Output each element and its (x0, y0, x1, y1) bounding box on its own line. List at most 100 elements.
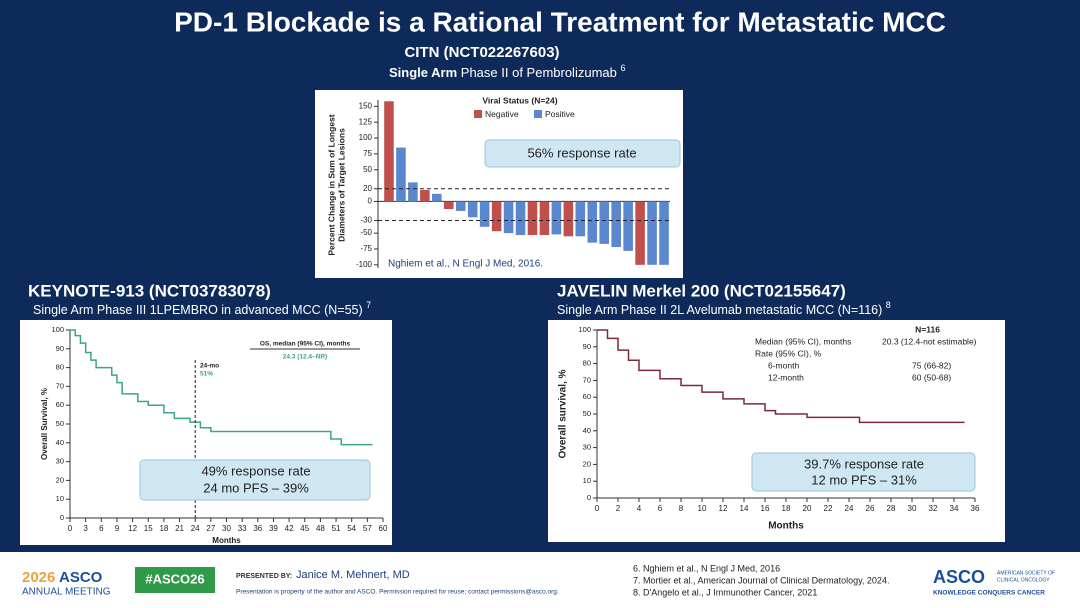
y-axis-label: Diameters of Target Lesions (336, 128, 346, 242)
survival-curve (70, 329, 373, 446)
x-tick-label: 45 (300, 524, 309, 533)
bar (443, 201, 454, 210)
x-tick-label: 36 (253, 524, 262, 533)
javelin-ref: 8 (886, 300, 891, 310)
annotation: 24-mo (200, 363, 219, 370)
annotation: 6-month (768, 360, 799, 370)
bar (539, 201, 550, 236)
bar (408, 182, 418, 202)
callout-text: 49% response rate (201, 463, 310, 478)
y-tick-label: 150 (359, 101, 373, 110)
callout-text: 12 mo PFS – 31% (811, 472, 917, 487)
x-tick-label: 20 (803, 504, 812, 513)
javelin-panel (548, 320, 1005, 542)
x-tick-label: 27 (206, 524, 215, 533)
bar (611, 201, 621, 248)
bar (420, 190, 430, 202)
meeting-name: ANNUAL MEETING (22, 587, 111, 598)
y-tick-label: 40 (583, 426, 591, 435)
x-tick-label: 57 (363, 524, 372, 533)
y-tick-label: 50 (56, 419, 64, 428)
y-tick-label: -30 (360, 216, 372, 225)
y-tick-label: 70 (56, 381, 64, 390)
bar (396, 147, 406, 202)
y-tick-label: 50 (363, 165, 372, 174)
slide-title: PD-1 Blockade is a Rational Treatment fo… (174, 6, 946, 37)
y-tick-label: 20 (56, 475, 64, 484)
bar (491, 201, 502, 232)
legend-label: Negative (485, 109, 519, 119)
x-tick-label: 54 (347, 524, 356, 533)
callout-text: 56% response rate (527, 145, 636, 160)
legend-swatch (474, 110, 482, 118)
keynote-panel (20, 320, 392, 545)
keynote-subtitle-text: Single Arm Phase III 1LPEMBRO in advance… (33, 303, 363, 317)
citn-heading: CITN (NCT022267603) (404, 44, 559, 61)
bar (599, 201, 610, 244)
legend-label: Positive (545, 109, 575, 119)
legend-swatch (534, 110, 542, 118)
x-tick-label: 42 (285, 524, 294, 533)
callout-box (139, 459, 371, 501)
bar (623, 201, 633, 251)
bar (551, 201, 562, 235)
survival-curve (597, 329, 965, 424)
x-tick-label: 10 (698, 504, 707, 513)
x-tick-label: 36 (971, 504, 980, 513)
x-tick-label: 16 (761, 504, 770, 513)
x-tick-label: 12 (719, 504, 728, 513)
legend-title: Viral Status (N=24) (482, 95, 557, 105)
y-tick-label: 125 (359, 117, 373, 126)
asco-logo: ASCO (933, 567, 985, 587)
bar (467, 201, 478, 218)
javelin-subtitle: Single Arm Phase II 2L Avelumab metastat… (557, 300, 891, 317)
reference: 7. Mortier et al., American Journal of C… (633, 575, 889, 585)
keynote-ref: 7 (366, 300, 371, 310)
y-tick-label: -75 (360, 244, 372, 253)
reference: 6. Nghiem et al., N Engl J Med, 2016 (633, 563, 780, 573)
presenter: Janice M. Mehnert, MD (296, 569, 410, 581)
x-tick-label: 22 (824, 504, 833, 513)
annotation: 12-month (768, 372, 804, 382)
bar (515, 201, 526, 236)
y-tick-label: 60 (583, 392, 591, 401)
citation: Nghiem et al., N Engl J Med, 2016. (388, 259, 543, 270)
keynote-subtitle: Single Arm Phase III 1LPEMBRO in advance… (33, 300, 371, 317)
x-tick-label: 32 (929, 504, 938, 513)
x-tick-label: 26 (866, 504, 875, 513)
y-tick-label: 10 (583, 476, 591, 485)
bar (587, 201, 598, 243)
x-tick-label: 60 (379, 524, 388, 533)
y-tick-label: 75 (363, 149, 372, 158)
bar (575, 201, 586, 237)
y-axis-label: Percent Change in Sum of Longest (326, 114, 336, 255)
annotation: 51% (200, 371, 213, 378)
x-tick-label: 12 (128, 524, 137, 533)
x-tick-label: 2 (616, 504, 621, 513)
callout-text: 39.7% response rate (804, 456, 924, 471)
bar (659, 201, 669, 265)
annotation: N=116 (915, 324, 940, 334)
x-tick-label: 33 (238, 524, 247, 533)
citn-subtitle: Single Arm Phase II of Pembrolizumab 6 (389, 63, 626, 80)
y-tick-label: 20 (583, 459, 591, 468)
x-tick-label: 9 (115, 524, 120, 533)
citn-subtitle-text: Phase II of Pembrolizumab (461, 65, 617, 80)
y-tick-label: 70 (583, 375, 591, 384)
javelin-subtitle-text: Single Arm Phase II 2L Avelumab metastat… (557, 303, 882, 317)
y-tick-label: 100 (578, 325, 591, 334)
y-tick-label: -50 (360, 228, 372, 237)
x-tick-label: 24 (191, 524, 200, 533)
x-tick-label: 30 (908, 504, 917, 513)
bar (384, 101, 394, 202)
x-tick-label: 48 (316, 524, 325, 533)
x-axis-label: Months (768, 521, 804, 532)
y-tick-label: 100 (359, 133, 373, 142)
bar (503, 201, 514, 234)
annotation: 75 (66-82) (912, 360, 951, 370)
x-tick-label: 0 (595, 504, 600, 513)
y-tick-label: 0 (60, 513, 64, 522)
citn-ref: 6 (620, 63, 625, 73)
annotation: OS, median (95% CI), months (260, 341, 351, 348)
x-tick-label: 34 (950, 504, 959, 513)
